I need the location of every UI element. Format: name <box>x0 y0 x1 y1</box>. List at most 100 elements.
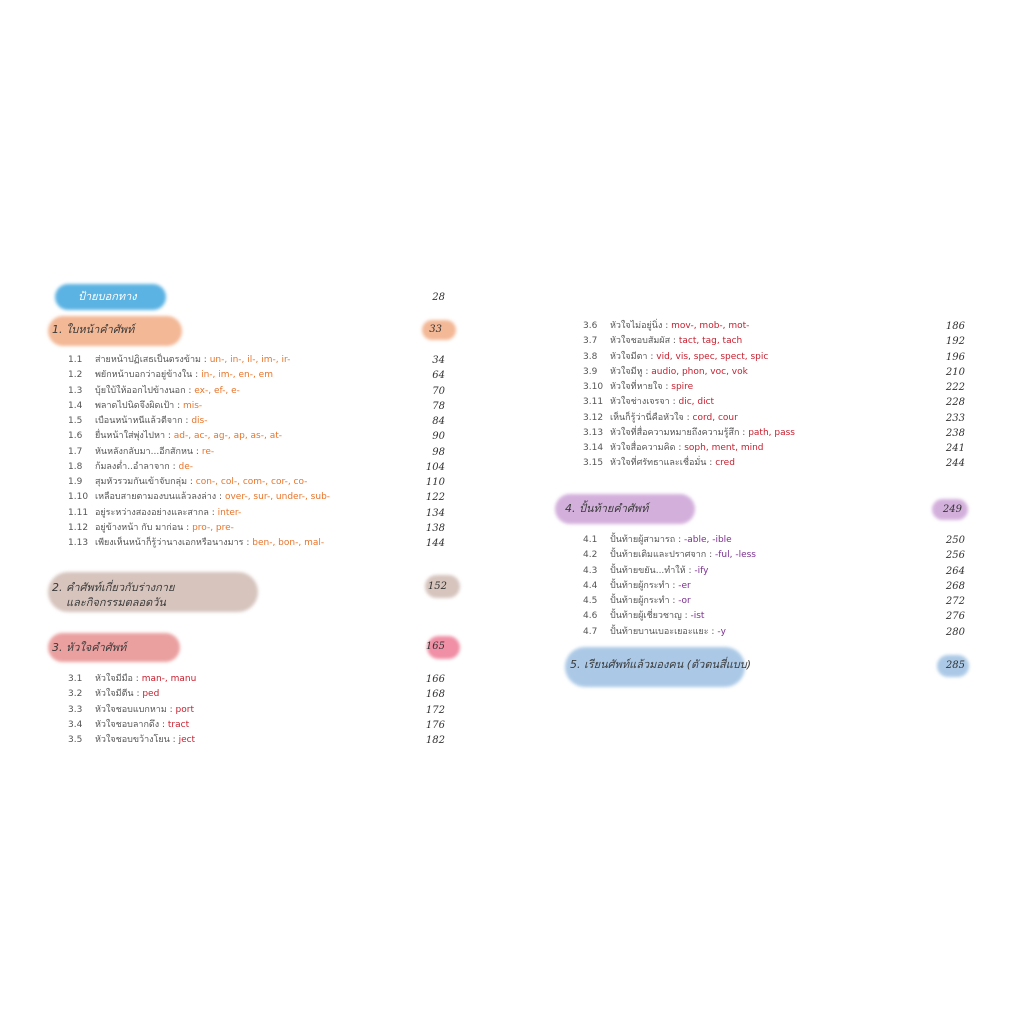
entry-suffix: con-, col-, com-, cor-, co- <box>195 477 308 487</box>
entry-suffix: un-, in-, il-, im-, ir- <box>209 355 291 365</box>
entry-page: 34 <box>432 355 445 366</box>
section-3-page: 165 <box>425 641 445 652</box>
section-2-page-bg <box>425 575 460 598</box>
section-5-page: 285 <box>945 660 965 671</box>
entry-title: หัวใจช่างเจรจา : <box>610 397 679 408</box>
entry-title: หัวใจชอบสัมผัส : <box>610 336 679 347</box>
entry-page: 172 <box>425 704 445 716</box>
section-1-heading[interactable]: 1. ใบหน้าคำศัพท์ <box>52 323 135 336</box>
entry-page: 134 <box>425 507 445 519</box>
entry-page: 176 <box>425 719 445 731</box>
entry-number: 1.10 <box>68 492 89 503</box>
entry-title: ปั้นท้ายขยัน...ทำให้ : <box>610 565 695 576</box>
entry-page: 210 <box>945 366 965 378</box>
entry-suffix: mis- <box>182 400 203 411</box>
entry-title: ยื่นหน้าใส่พุ่งไปหา : <box>95 431 174 442</box>
entry-title: หัวใจที่หายใจ : <box>610 382 672 392</box>
entry-page: 122 <box>425 492 445 504</box>
entry-page: 238 <box>945 427 965 439</box>
section-1-page-bg <box>422 320 456 340</box>
entry-number: 1.5 <box>68 416 83 426</box>
entry-title: ส่ายหน้าปฏิเสธเป็นตรงข้าม : <box>95 355 210 365</box>
entry-suffix: tract <box>167 719 190 730</box>
entry-title: สุมหัวรวมกันเข้าจับกลุ่ม : <box>95 477 196 487</box>
entry-number: 1.9 <box>68 477 83 487</box>
section-4-heading[interactable]: 4. ปั้นท้ายคำศัพท์ <box>565 502 649 515</box>
entry-title: ก้มลงต่ำ..อำลาจาก : <box>95 461 179 472</box>
entry-page: 78 <box>432 400 445 412</box>
entry-suffix: man-, manu <box>141 674 197 684</box>
entry-title: ปั้นท้ายผู้กระทำ : <box>610 596 679 606</box>
entry-page: 138 <box>425 522 445 534</box>
entry-title: หัวใจชอบลากดึง : <box>95 719 168 730</box>
entry-suffix: path, pass <box>748 427 795 438</box>
section-4-page-bg <box>932 499 968 520</box>
entry-suffix: cred <box>715 458 735 469</box>
section-2-heading[interactable]: 2. คำศัพท์เกี่ยวกับร่างกาย <box>52 581 175 594</box>
entry-number: 1.1 <box>68 355 83 365</box>
entry-number: 3.2 <box>68 689 83 700</box>
entry-number: 4.4 <box>583 580 598 591</box>
entry-title: หัวใจที่สื่อความหมายถึงความรู้สึก : <box>610 427 749 438</box>
entry-suffix: soph, ment, mind <box>684 443 764 453</box>
entry-number: 3.10 <box>583 382 604 392</box>
entry-number: 1.2 <box>68 370 83 381</box>
entry-number: 3.4 <box>68 719 83 730</box>
entry-title: หัวใจมีหู : <box>610 366 652 377</box>
entry-page: 84 <box>432 416 445 427</box>
entry-number: 3.13 <box>583 427 604 438</box>
entry-page: 244 <box>945 458 965 470</box>
section-5-heading[interactable]: 5. เรียนศัพท์แล้วมองคน (ตัวตนสี่แบบ) <box>570 658 752 671</box>
entry-number: 3.1 <box>68 674 83 684</box>
entry-page: 70 <box>432 385 445 397</box>
entry-number: 1.13 <box>68 538 89 548</box>
entry-suffix: over-, sur-, under-, sub- <box>224 492 331 503</box>
section-3-heading[interactable]: 3. หัวใจคำศัพท์ <box>52 641 127 654</box>
entry-suffix: pro-, pre- <box>192 522 234 533</box>
entry-suffix: -able, -ible <box>683 535 732 545</box>
entry-number: 3.12 <box>583 412 604 423</box>
entry-title: เหลือบสายตามองบนแล้วลงล่าง : <box>95 492 225 503</box>
entry-number: 3.9 <box>583 366 598 377</box>
entry-page: 268 <box>945 580 965 592</box>
entry-page: 256 <box>945 550 965 562</box>
entry-title: บุ้ยใบ้ให้ออกไปข้างนอก : <box>95 385 195 396</box>
entry-number: 3.7 <box>583 336 598 347</box>
entry-suffix: inter- <box>217 507 242 518</box>
entry-suffix: de- <box>178 461 193 472</box>
entry-title: หันหลังกลับมา...อีกสักหน : <box>95 446 202 457</box>
entry-title: พลาดไปนิดจึงผิดเป้า : <box>95 400 183 411</box>
entry-suffix: mov-, mob-, mot- <box>671 321 750 331</box>
entry-number: 1.6 <box>68 431 83 442</box>
entry-title: ปั้นท้ายบานเบอะเยอะแยะ : <box>610 626 718 637</box>
entry-title: เห็นก็รู้ว่านี่คือหัวใจ : <box>610 412 693 423</box>
section-2-page: 152 <box>427 581 447 592</box>
entry-title: หัวใจมีตา : <box>610 351 657 362</box>
entry-title: ปั้นท้ายผู้กระทำ : <box>610 580 679 591</box>
entry-suffix: vid, vis, spec, spect, spic <box>656 351 769 362</box>
entry-suffix: audio, phon, voc, vok <box>651 366 748 377</box>
entry-suffix: cord, cour <box>692 412 738 423</box>
entry-page: 182 <box>425 735 445 746</box>
entry-suffix: port <box>175 704 194 715</box>
entry-page: 168 <box>425 689 445 701</box>
entry-title: หัวใจสื่อความคิด : <box>610 443 685 453</box>
entry-page: 98 <box>432 446 445 458</box>
entry-number: 3.8 <box>583 351 598 362</box>
entry-number: 4.5 <box>583 596 598 606</box>
entry-number: 1.8 <box>68 461 83 472</box>
entry-title: หัวใจที่ศรัทธาและเชื่อมั่น : <box>610 458 716 469</box>
entry-page: 272 <box>945 596 965 607</box>
entry-suffix: ad-, ac-, ag-, ap, as-, at- <box>173 431 283 442</box>
entry-suffix: dic, dict <box>678 397 715 408</box>
entry-page: 264 <box>945 565 965 577</box>
entry-page: 228 <box>945 397 965 409</box>
entry-title: ปั้นท้ายผู้เชี่ยวชาญ : <box>610 611 691 622</box>
section-5-page-bg <box>937 655 969 677</box>
entry-page: 233 <box>945 412 965 424</box>
guide-heading-bg <box>55 284 166 310</box>
section-3-heading-bg <box>48 633 180 662</box>
section-2-heading-line2[interactable]: และกิจกรรมตลอดวัน <box>66 596 166 609</box>
guide-heading[interactable]: ป้ายบอกทาง <box>78 290 137 303</box>
entry-number: 4.2 <box>583 550 598 561</box>
